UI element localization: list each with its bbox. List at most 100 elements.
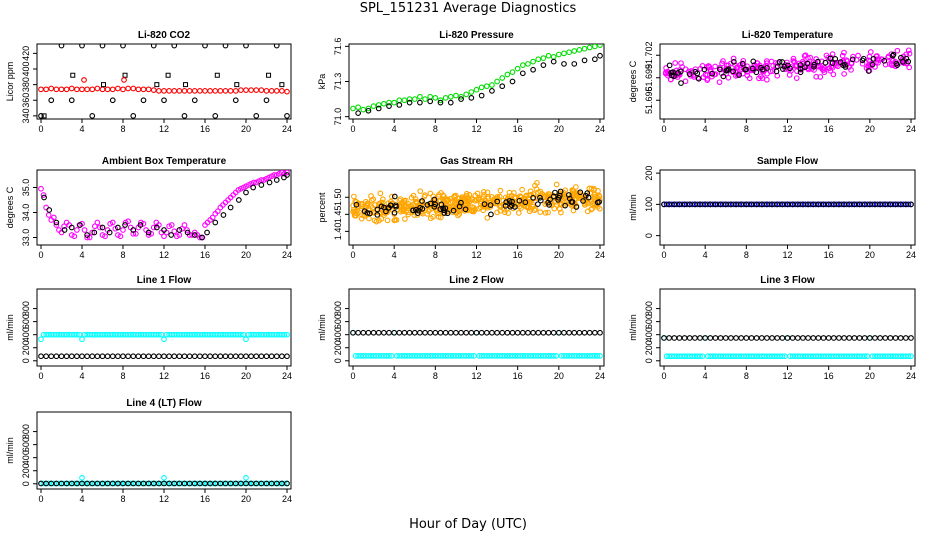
data-point [156,88,162,94]
data-point [790,58,797,64]
data-point [898,54,904,61]
y-axis-label: ml/min [317,314,327,341]
y-tick-label: 51.702 [644,41,654,69]
data-point [374,211,381,218]
data-points [350,44,603,116]
data-point [509,198,515,205]
data-point [422,96,428,102]
data-point [447,329,454,336]
data-point [525,61,531,67]
data-point [671,73,677,80]
data-point [374,206,381,213]
data-point [817,74,824,80]
data-point [794,335,801,341]
data-point [89,229,96,236]
data-point [74,331,80,338]
data-point [697,353,703,360]
data-point [74,227,80,233]
y-tick-label: 0 [21,358,31,363]
data-point [417,329,423,336]
x-tick-label: 4 [392,124,397,134]
data-point [589,205,595,212]
data-point [546,202,552,208]
data-point [458,329,464,336]
data-point [870,55,877,62]
data-point [555,194,562,201]
data-point [168,222,175,228]
data-point [84,232,90,238]
chart-sample-flow: Sample Flow ml/min 0 4 8 12 16 20 24 0 100 200 [628,156,916,260]
data-point [359,212,365,218]
data-point [431,196,438,203]
data-point [779,335,786,341]
data-point [597,44,603,49]
chart-title: Line 1 Flow [137,275,192,286]
y-tick-label: 71.3 [333,73,343,91]
data-point [438,190,444,196]
data-point [478,84,485,91]
data-point [903,335,909,341]
data-point [822,59,829,66]
data-point [386,329,392,336]
data-point [597,353,603,359]
data-point [417,188,424,195]
x-tick-label: 12 [782,250,792,260]
data-point [227,204,234,211]
x-tick-label: 0 [38,250,43,260]
data-point [248,87,254,93]
data-point [45,212,52,218]
data-point [494,78,500,85]
data-point [284,113,290,119]
data-point [91,223,98,230]
data-point [588,206,595,213]
data-point [212,88,219,94]
data-point [238,353,244,360]
x-tick-label: 16 [824,124,834,134]
data-point [530,329,536,336]
data-point [383,208,389,215]
y-tick-label: 1.50 [333,189,343,207]
data-point [46,207,53,213]
x-tick-label: 16 [200,250,210,260]
data-point [191,97,198,104]
x-tick-label: 12 [782,124,792,134]
data-points [38,331,290,360]
data-point [675,70,681,76]
data-point [473,329,480,336]
data-point [489,329,495,336]
data-point [365,329,372,336]
data-point [756,75,762,82]
data-point [591,196,597,202]
data-point [84,86,90,93]
x-tick-label: 4 [79,371,84,381]
data-point [391,193,398,200]
data-point [881,57,888,64]
data-point [716,79,723,86]
data-point [452,197,459,204]
data-point [869,61,876,68]
data-point [99,353,106,360]
data-point [106,229,113,236]
x-tick-label: 8 [120,371,125,381]
x-tick-label: 16 [824,371,834,381]
data-point [97,224,103,231]
y-tick-label: 400 [21,61,31,76]
data-point [802,52,809,59]
data-point [697,335,703,341]
data-point [350,209,357,215]
data-point [84,353,90,360]
data-point [664,69,671,75]
data-point [581,329,588,336]
x-tick-label: 20 [865,250,875,260]
data-point [58,86,65,93]
data-point [676,335,683,341]
data-point [839,52,846,59]
data-point [125,85,131,92]
data-point [519,329,526,336]
y-tick-label: 71.0 [333,108,343,126]
data-point [154,82,160,88]
x-tick-label: 0 [661,124,666,134]
data-point [430,193,437,200]
data-point [181,222,188,228]
data-point [202,88,208,94]
